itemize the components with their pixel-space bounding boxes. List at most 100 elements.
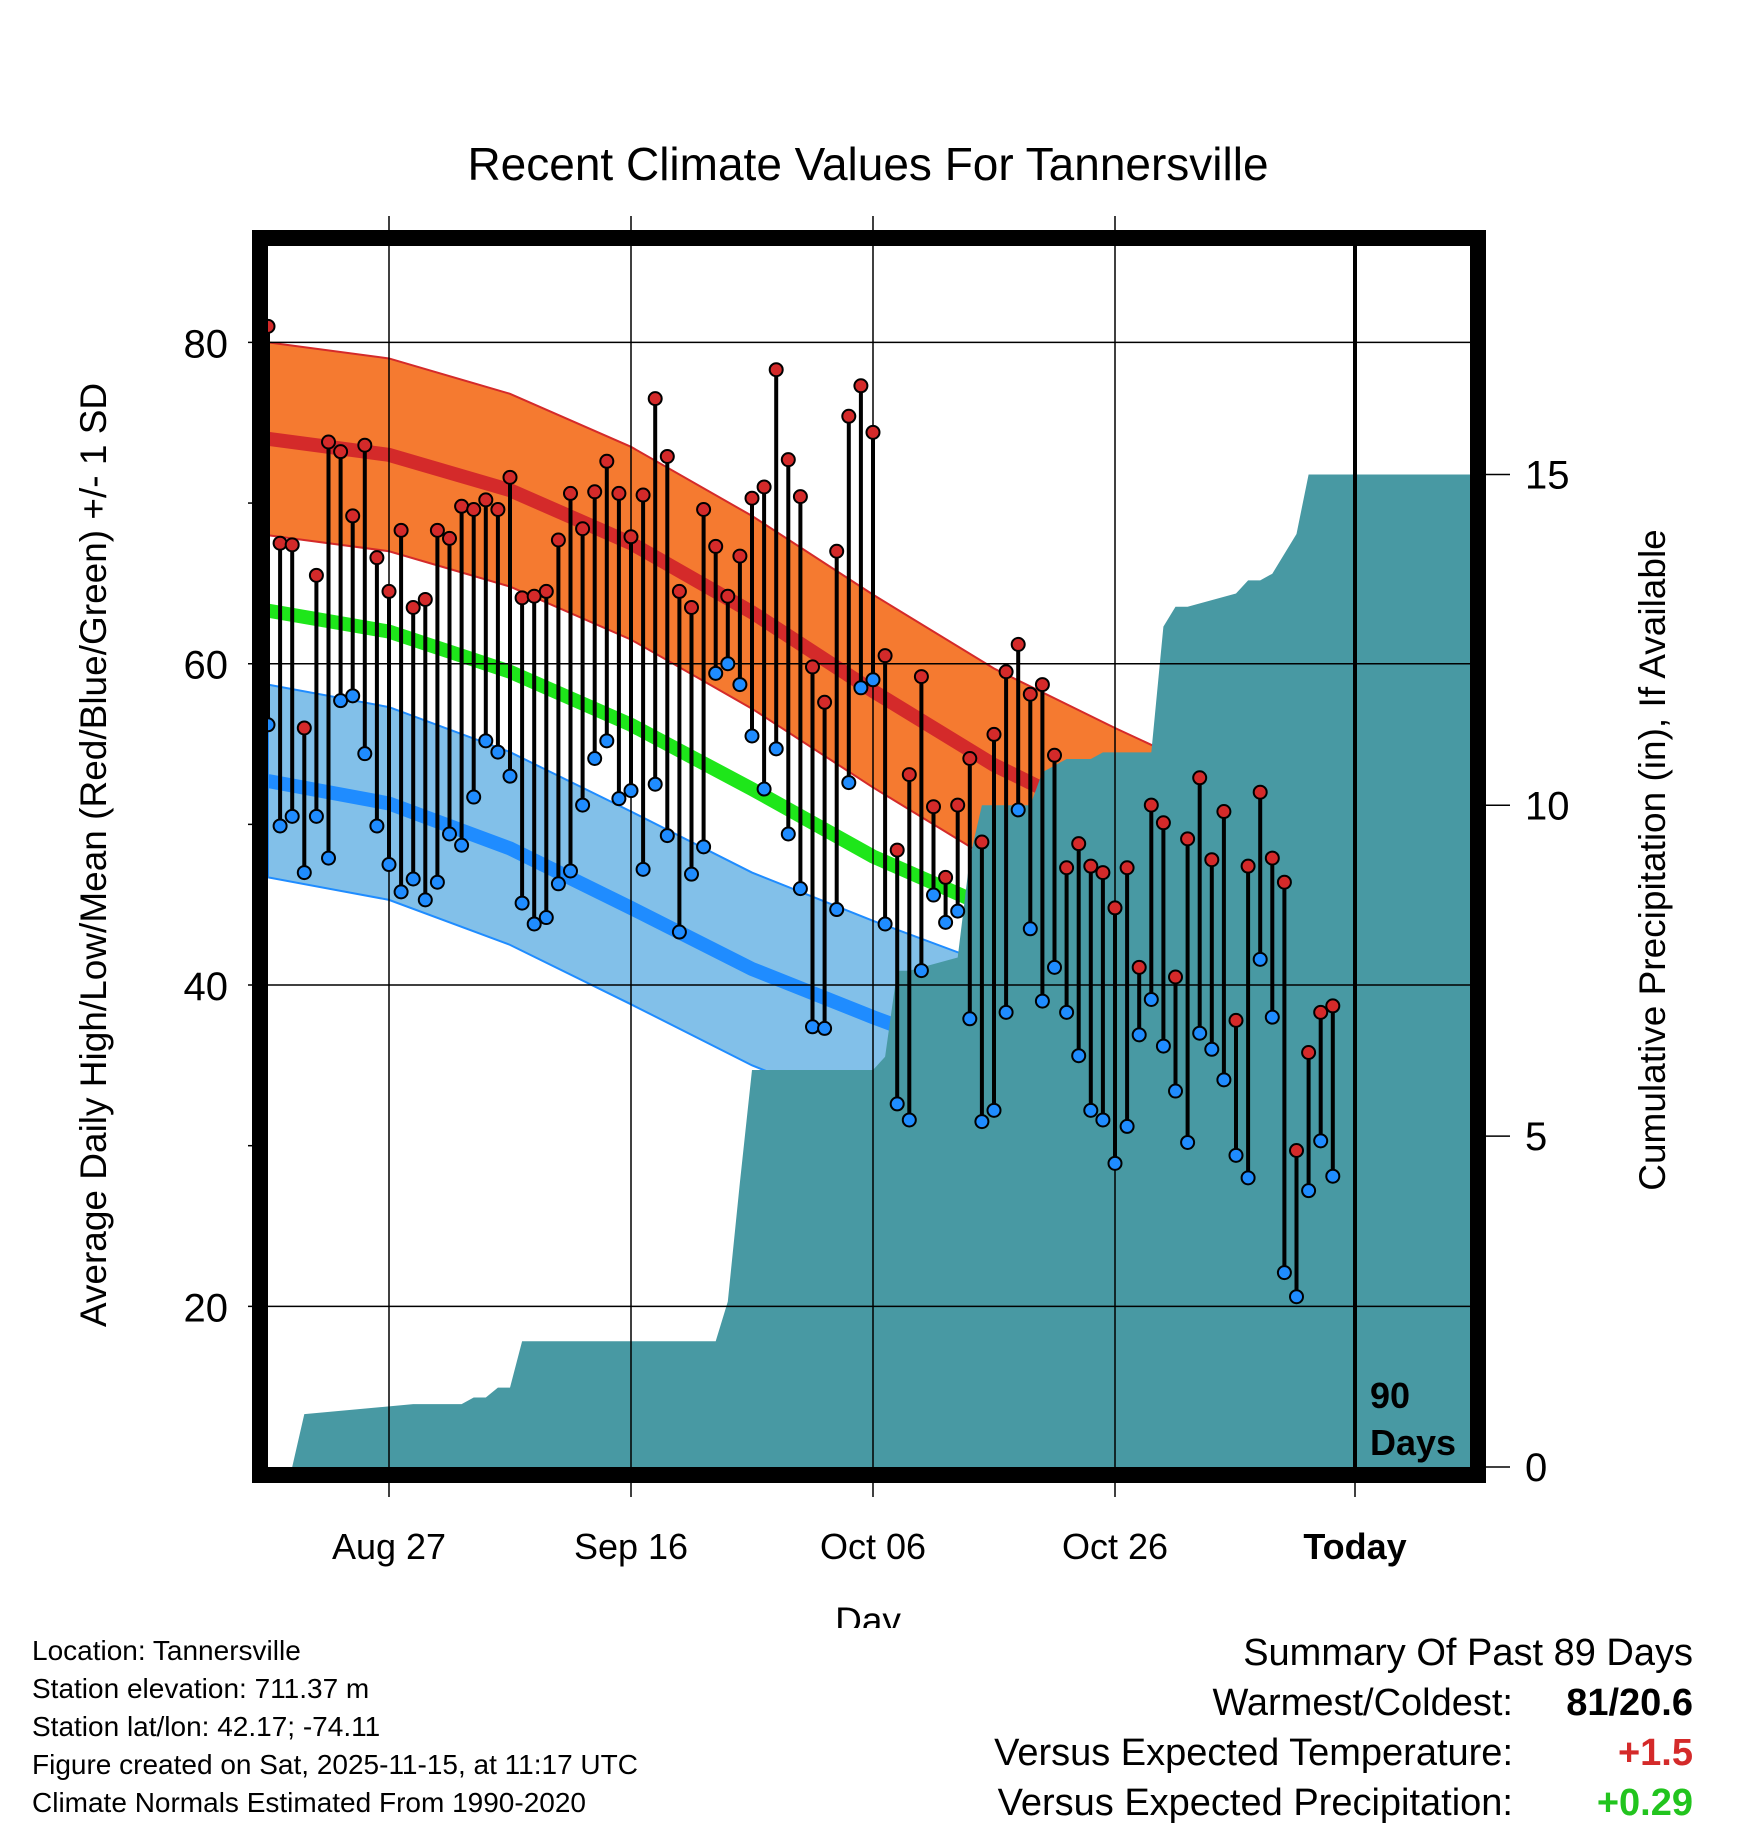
high-point: [575, 521, 591, 537]
high-point: [853, 378, 869, 394]
warmest-value: 81: [1566, 1682, 1609, 1724]
low-point: [998, 1004, 1014, 1020]
low-point: [1022, 921, 1038, 937]
high-point: [587, 484, 603, 500]
low-point: [478, 733, 494, 749]
low-point: [1034, 993, 1050, 1009]
low-point: [780, 826, 796, 842]
daily-observations: [260, 318, 1341, 1305]
high-point: [744, 490, 760, 506]
high-point: [938, 869, 954, 885]
low-point: [1240, 1170, 1256, 1186]
high-point: [913, 669, 929, 685]
coldest-value: 20.6: [1619, 1682, 1693, 1724]
high-point: [478, 492, 494, 508]
low-point: [1131, 1027, 1147, 1043]
low-point: [913, 963, 929, 979]
high-point: [1276, 874, 1292, 890]
high-point: [1204, 852, 1220, 868]
high-point: [1083, 858, 1099, 874]
low-point: [369, 818, 385, 834]
high-point: [429, 522, 445, 538]
high-point: [1252, 784, 1268, 800]
high-point: [1131, 959, 1147, 975]
low-point: [514, 895, 530, 911]
high-point: [708, 538, 724, 554]
low-point: [563, 863, 578, 879]
low-point: [429, 874, 445, 890]
low-point: [272, 818, 288, 834]
high-point: [466, 501, 482, 517]
high-point: [1119, 860, 1135, 876]
high-point: [720, 588, 736, 604]
chart-title: Recent Climate Values For Tannersville: [467, 138, 1268, 190]
low-point: [901, 1112, 917, 1128]
y-tick-label: 60: [184, 644, 229, 688]
high-point: [369, 550, 385, 566]
high-point: [780, 452, 796, 468]
low-point: [1155, 1038, 1171, 1054]
low-point: [454, 837, 470, 853]
high-point: [829, 543, 845, 559]
y-axis-label: Average Daily High/Low/Mean (Red/Blue/Gr…: [73, 383, 114, 1327]
low-point: [1071, 1048, 1087, 1064]
low-point: [599, 733, 615, 749]
low-point: [829, 902, 845, 918]
low-point: [926, 887, 941, 903]
grid-lines: [248, 216, 1470, 1467]
axes: 20 40 60 80 Aug 27 Sep 16 Oct 06 Oct 26 Today 0 5 1…: [184, 230, 1570, 1567]
low-point: [647, 776, 663, 792]
high-point: [514, 590, 530, 606]
low-point: [962, 1011, 978, 1027]
low-point: [1325, 1168, 1341, 1184]
high-point: [296, 720, 312, 736]
low-point: [1204, 1041, 1220, 1057]
low-point: [635, 861, 651, 877]
today-days-label-2: Days: [1370, 1422, 1456, 1463]
high-point: [1143, 797, 1159, 813]
low-point: [321, 850, 336, 866]
low-point: [381, 857, 397, 873]
high-point: [1228, 1012, 1244, 1028]
x-tick-label: Aug 27: [332, 1526, 446, 1567]
low-point: [865, 672, 881, 688]
high-point: [659, 448, 675, 464]
high-point: [611, 485, 627, 501]
elevation-text: Station elevation: 711.37 m: [32, 1673, 370, 1704]
low-point: [587, 750, 603, 766]
high-point: [417, 591, 433, 607]
high-point: [768, 362, 784, 378]
high-point: [1240, 858, 1256, 874]
low-point: [756, 781, 772, 797]
high-point: [1095, 865, 1111, 881]
low-point: [296, 865, 312, 881]
low-point: [1252, 951, 1268, 967]
y2-tick-label: 0: [1525, 1446, 1547, 1490]
low-point: [623, 783, 639, 799]
high-point: [647, 391, 663, 407]
high-point: [1325, 998, 1341, 1014]
x-tick-label: Oct 06: [820, 1526, 926, 1567]
high-point: [805, 659, 820, 675]
today-days-label: 90: [1370, 1375, 1410, 1416]
high-point: [623, 529, 639, 545]
low-point: [1095, 1112, 1111, 1128]
low-point: [393, 884, 409, 900]
low-point: [696, 839, 712, 855]
x-tick-label: Oct 26: [1062, 1526, 1168, 1567]
low-point: [526, 916, 542, 932]
high-point: [393, 522, 409, 538]
high-point: [1034, 677, 1050, 693]
low-point: [792, 881, 808, 897]
low-point: [490, 744, 506, 760]
low-point: [841, 775, 857, 791]
precipitation-anomaly-label: Versus Expected Precipitation:: [997, 1782, 1513, 1824]
low-point: [1168, 1083, 1183, 1099]
high-point: [1022, 686, 1038, 702]
high-point: [1059, 860, 1075, 876]
y2-tick-label: 5: [1525, 1115, 1547, 1159]
high-point: [405, 599, 421, 615]
low-point: [466, 789, 482, 805]
low-point: [1010, 802, 1026, 818]
low-point: [538, 910, 554, 926]
